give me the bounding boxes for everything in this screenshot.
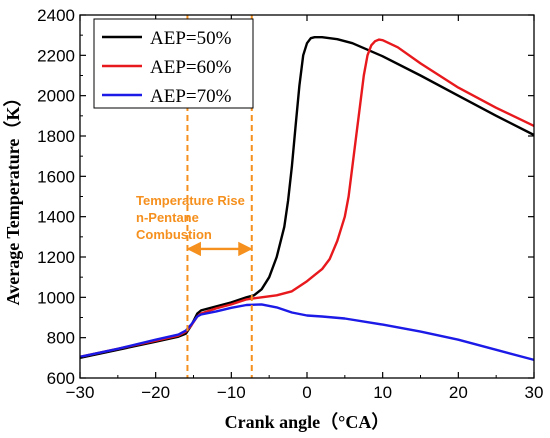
y-tick-label: 1000 bbox=[37, 288, 75, 307]
y-tick-label: 2000 bbox=[37, 87, 75, 106]
legend-label-3: AEP=70% bbox=[150, 86, 232, 107]
series-layer bbox=[79, 36, 535, 362]
annotation-line-1: Temperature Rise bbox=[136, 193, 245, 208]
legend: AEP=50% AEP=60% AEP=70% bbox=[93, 18, 254, 109]
y-tick-label: 1200 bbox=[37, 248, 75, 267]
x-axis-label: Crank angle（°CA） bbox=[225, 412, 390, 432]
legend-label-2: AEP=60% bbox=[150, 57, 232, 78]
legend-box bbox=[93, 18, 254, 109]
y-tick-label: 2200 bbox=[37, 46, 75, 65]
y-tick-label: 800 bbox=[47, 329, 75, 348]
annotation-line-2: n-Pentane bbox=[136, 210, 199, 225]
y-tick-label: 2400 bbox=[37, 6, 75, 25]
ticks-layer: −30 −20 −10 0 10 20 30 600 800 1000 1200 1400 1600 18… bbox=[37, 6, 543, 402]
x-tick-label: 10 bbox=[373, 383, 392, 402]
y-tick-label: 1400 bbox=[37, 208, 75, 227]
x-tick-label: 20 bbox=[449, 383, 468, 402]
x-tick-label: 0 bbox=[302, 383, 311, 402]
x-tick-label: 30 bbox=[525, 383, 544, 402]
legend-label-1: AEP=50% bbox=[150, 28, 232, 49]
y-tick-label: 600 bbox=[47, 369, 75, 388]
series-line-3 bbox=[79, 303, 535, 362]
x-tick-label: −30 bbox=[66, 383, 95, 402]
x-tick-label: −20 bbox=[141, 383, 170, 402]
annotation-text: Temperature Rise n-Pentane Combustion bbox=[136, 193, 248, 242]
y-axis-label: Average Temperature（K） bbox=[3, 89, 23, 306]
y-tick-label: 1800 bbox=[37, 127, 75, 146]
y-tick-label: 1600 bbox=[37, 167, 75, 186]
x-tick-label: −10 bbox=[217, 383, 246, 402]
annotation-line-3: Combustion bbox=[136, 227, 212, 242]
